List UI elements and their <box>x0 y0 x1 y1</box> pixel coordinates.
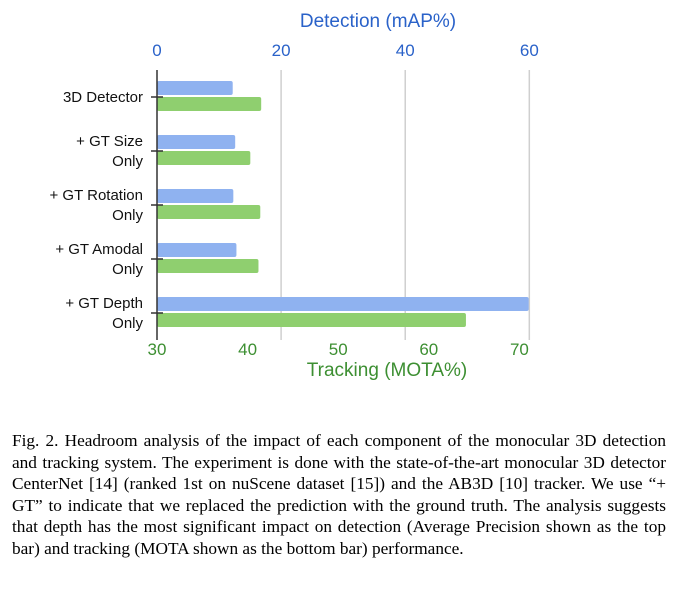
category-label: Only <box>112 315 143 332</box>
category-label: + GT Size <box>76 133 143 150</box>
gridlines <box>280 70 531 340</box>
tracking-bar <box>157 205 261 219</box>
bottom-tick-label: 30 <box>148 340 167 359</box>
category-label: 3D Detector <box>63 89 143 106</box>
bottom-tick-label: 60 <box>419 340 438 359</box>
detection-bar <box>157 189 234 203</box>
top-ticks: 0 20 40 60 <box>152 41 539 60</box>
bottom-ticks: 30 40 50 60 70 <box>148 340 529 359</box>
category-labels: 3D Detector + GT Size Only + GT Rotation Onl… <box>49 89 163 332</box>
top-tick-label: 60 <box>520 41 539 60</box>
detection-bar <box>157 243 237 257</box>
tracking-bar <box>157 151 251 165</box>
top-axis-title: Detection (mAP%) <box>300 11 456 32</box>
bottom-axis-title: Tracking (MOTA%) <box>307 360 467 381</box>
category-label: Only <box>112 207 143 224</box>
top-tick-label: 40 <box>396 41 415 60</box>
figure-caption: Fig. 2. Headroom analysis of the impact … <box>12 431 666 558</box>
top-tick-label: 0 <box>152 41 161 60</box>
detection-bar <box>157 81 233 95</box>
tracking-bar <box>157 97 262 111</box>
top-tick-label: 20 <box>272 41 291 60</box>
category-label: + GT Amodal <box>55 241 143 258</box>
category-label: + GT Depth <box>65 295 143 312</box>
detection-bar <box>157 297 529 311</box>
bottom-tick-label: 40 <box>238 340 257 359</box>
category-label: Only <box>112 153 143 170</box>
category-label: Only <box>112 261 143 278</box>
tracking-bar <box>157 259 259 273</box>
headroom-bar-chart: Detection (mAP%) 0 20 40 60 30 40 50 60 70 3D D… <box>49 11 539 381</box>
category-label: + GT Rotation <box>49 187 143 204</box>
detection-bar <box>157 135 236 149</box>
tracking-bar <box>157 313 466 327</box>
bottom-tick-label: 70 <box>510 340 529 359</box>
bars <box>157 81 529 327</box>
bottom-tick-label: 50 <box>329 340 348 359</box>
